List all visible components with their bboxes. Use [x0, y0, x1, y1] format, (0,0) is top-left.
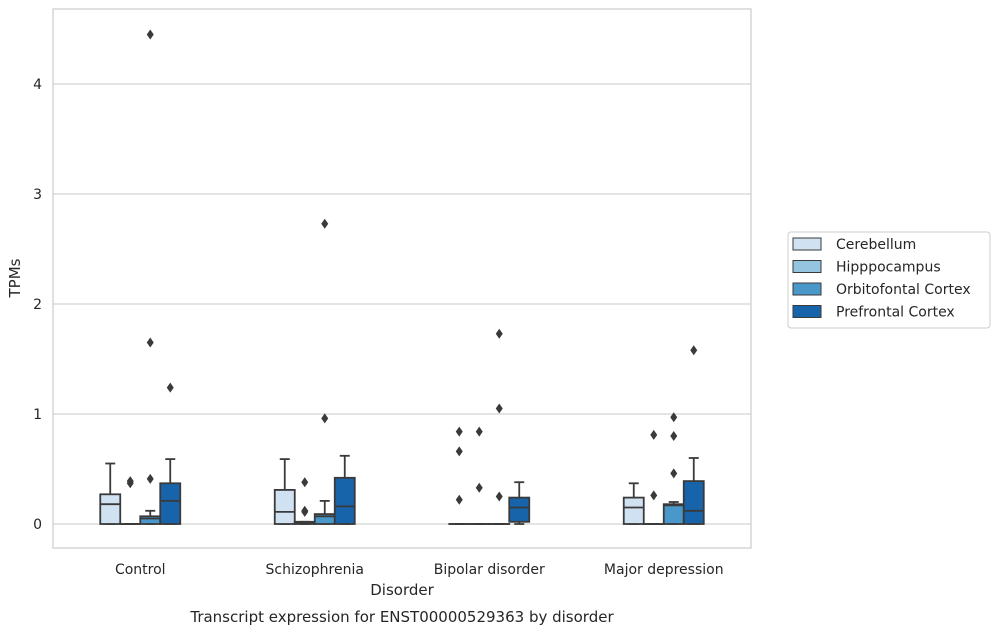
box-0-2 [448, 426, 471, 525]
x-axis-label: Disorder [370, 581, 434, 599]
outlier-point [146, 473, 154, 484]
outlier-point [650, 490, 658, 501]
outlier-point [146, 337, 154, 348]
box [99, 493, 122, 525]
box [622, 496, 645, 525]
y-tick-label: 3 [33, 187, 42, 203]
outlier-point [670, 412, 678, 423]
outlier-point [455, 446, 463, 457]
x-tick-label: Schizophrenia [266, 562, 364, 578]
x-tick-label: Major depression [604, 562, 724, 578]
box [273, 488, 296, 525]
box [682, 480, 705, 525]
box-3-1 [333, 454, 356, 525]
box-2-1 [313, 218, 336, 525]
legend-label: Prefrontal Cortex [836, 305, 955, 321]
outlier-point [126, 476, 134, 487]
outlier-point [455, 426, 463, 437]
outlier-point [670, 468, 678, 479]
box [139, 515, 162, 525]
y-tick-label: 2 [33, 297, 42, 313]
legend-swatch [792, 260, 822, 273]
box-3-0 [159, 382, 182, 525]
box-0-0 [99, 462, 122, 525]
legend-swatch [792, 305, 822, 318]
plot-frame [52, 8, 752, 549]
outlier-point [166, 382, 174, 393]
box [508, 496, 531, 523]
outlier-point [146, 29, 154, 40]
legend-swatch [792, 237, 822, 251]
box-0-1 [273, 458, 296, 525]
outlier-point [455, 494, 463, 505]
box-1-1 [293, 477, 316, 525]
box [662, 503, 685, 525]
y-axis-label: TPMs [6, 258, 24, 298]
outlier-point [475, 482, 483, 493]
box-2-2 [488, 328, 511, 525]
plot-area [53, 9, 751, 548]
legend: Cerebellum Hipppocampus Orbitofontal Corte… [787, 231, 991, 329]
box-groups [99, 29, 705, 525]
x-tick-label: Bipolar disorder [434, 562, 545, 578]
box [159, 482, 182, 525]
box-2-0 [139, 29, 162, 525]
outlier-point [301, 477, 309, 488]
legend-swatch [792, 282, 822, 296]
legend-frame [787, 231, 991, 329]
outlier-point [321, 413, 329, 424]
outlier-point [495, 491, 503, 502]
chart-title: Transcript expression for ENST0000052936… [189, 608, 614, 626]
y-tick-label: 4 [33, 77, 42, 93]
box-0-3 [622, 482, 645, 525]
outlier-point [650, 429, 658, 440]
outlier-point [301, 505, 309, 516]
box-3-3 [682, 345, 705, 525]
legend-label: Hipppocampus [836, 260, 941, 276]
box-3-2 [508, 481, 531, 525]
outlier-point [670, 431, 678, 441]
outlier-point [495, 328, 503, 339]
y-tick-labels: 0 1 2 3 4 [33, 77, 42, 533]
y-tick-label: 0 [33, 517, 42, 533]
box [333, 476, 356, 525]
outlier-point [321, 218, 329, 229]
outlier-point [690, 345, 698, 356]
legend-label: Cerebellum [836, 237, 916, 253]
x-tick-labels: Control Schizophrenia Bipolar disorder Majo… [115, 562, 724, 578]
y-tick-label: 1 [33, 407, 42, 423]
outlier-point [475, 426, 483, 437]
legend-label: Orbitofontal Cortex [836, 282, 971, 298]
box-1-3 [642, 429, 665, 525]
outlier-point [495, 403, 503, 414]
x-tick-label: Control [115, 562, 166, 578]
